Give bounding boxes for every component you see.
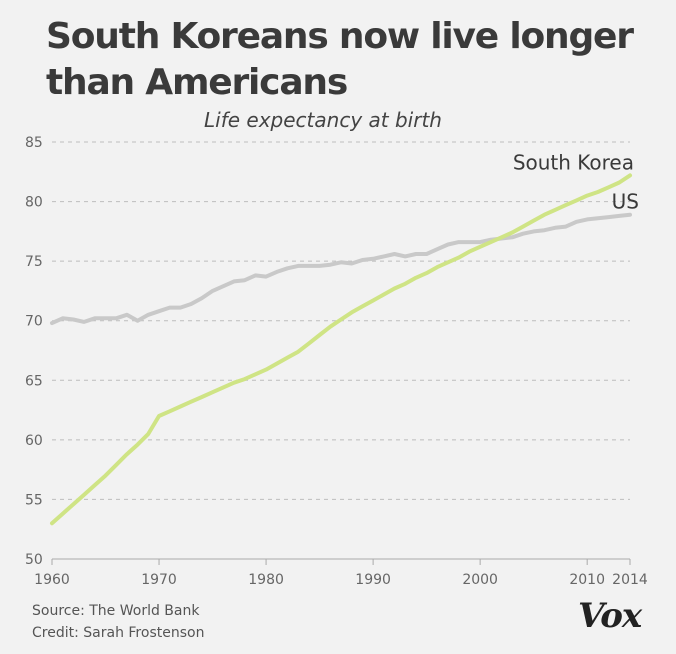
x-tick-label-1960: 1960	[34, 572, 70, 588]
y-tick-label-70: 70	[25, 314, 43, 330]
y-tick-label-80: 80	[25, 195, 43, 211]
chart-footer: Source: The World Bank Credit: Sarah Fro…	[32, 600, 204, 644]
series-line-us	[50, 212, 632, 326]
y-tick-label-55: 55	[25, 492, 43, 508]
x-tick-label-2014: 2014	[612, 572, 648, 588]
vox-logo: Vox	[578, 596, 642, 636]
y-tick-label-60: 60	[25, 433, 43, 449]
series-label-south-korea: South Korea	[513, 150, 634, 174]
series-line-south-korea	[50, 173, 632, 526]
chart-title: South Koreans now live longer than Ameri…	[46, 16, 634, 103]
series-label-us: US	[612, 190, 639, 214]
x-tick-label-1980: 1980	[248, 572, 284, 588]
y-tick-label-85: 85	[25, 135, 43, 151]
source-note: Source: The World Bank	[32, 603, 200, 619]
y-tick-label-50: 50	[25, 552, 43, 568]
x-tick-label-1970: 1970	[141, 572, 177, 588]
x-tick-label-2000: 2000	[462, 572, 498, 588]
chart-subtitle: Life expectancy at birth	[204, 108, 442, 132]
y-tick-label-75: 75	[25, 254, 43, 270]
y-tick-label-65: 65	[25, 373, 43, 389]
x-tick-label-2010: 2010	[569, 572, 605, 588]
x-tick-label-1990: 1990	[355, 572, 391, 588]
credit-note: Credit: Sarah Frostenson	[32, 625, 205, 641]
